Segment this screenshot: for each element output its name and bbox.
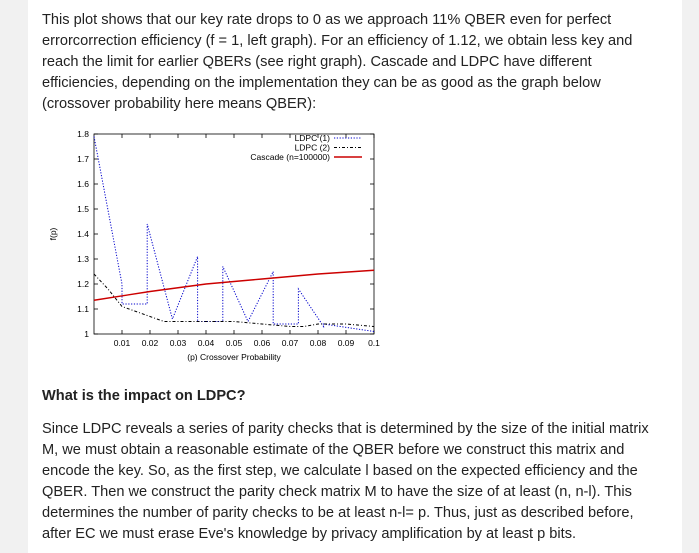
- page: This plot shows that our key rate drops …: [28, 0, 682, 553]
- chart-series: [93, 136, 375, 332]
- y-tick-label: 1.6: [77, 179, 89, 189]
- legend-label-3: Cascade (n=100000): [250, 152, 330, 162]
- y-tick-label: 1: [84, 329, 89, 339]
- series-line-2: [93, 273, 375, 327]
- intro-paragraph: This plot shows that our key rate drops …: [42, 12, 633, 112]
- y-tick-label: 1.4: [77, 229, 89, 239]
- x-tick-label: 0.09: [338, 338, 355, 348]
- chart-ticks: 0.01 0.02 0.03 0.04 0.05 0.06 0.07 0.08 0.09 0.1 1…: [77, 129, 380, 348]
- x-tick-label: 0.04: [198, 338, 215, 348]
- x-tick-label: 0.05: [226, 338, 243, 348]
- y-tick-label: 1.2: [77, 279, 89, 289]
- chart-axes: [93, 133, 375, 335]
- x-tick-label: 0.07: [282, 338, 299, 348]
- chart-legend: LDPC (1)LDPC (2)Cascade (n=100000): [250, 133, 362, 162]
- x-tick-label: 0.02: [142, 338, 159, 348]
- x-tick-label: 0.06: [254, 338, 271, 348]
- plot-frame: [93, 133, 375, 335]
- x-axis-label: (p) Crossover Probability: [187, 352, 281, 362]
- efficiency-chart: 0.01 0.02 0.03 0.04 0.05 0.06 0.07 0.08 0.09 0.1 1…: [42, 127, 382, 372]
- series-line-1: [93, 136, 375, 332]
- x-tick-label: 0.03: [170, 338, 187, 348]
- legend-label-2: LDPC (2): [295, 143, 331, 153]
- y-axis-label: f(p): [48, 227, 58, 240]
- chart-svg: 0.01 0.02 0.03 0.04 0.05 0.06 0.07 0.08 0.09 0.1 1…: [48, 129, 380, 362]
- body-paragraph: Since LDPC reveals a series of parity ch…: [42, 421, 649, 542]
- y-tick-label: 1.1: [77, 304, 89, 314]
- x-tick-label: 0.1: [368, 338, 380, 348]
- y-tick-label: 1.3: [77, 254, 89, 264]
- x-tick-label: 0.08: [310, 338, 327, 348]
- y-tick-label: 1.8: [77, 129, 89, 139]
- series-line-3: [93, 269, 375, 301]
- y-tick-label: 1.5: [77, 204, 89, 214]
- x-tick-label: 0.01: [114, 338, 131, 348]
- y-tick-label: 1.7: [77, 154, 89, 164]
- section-heading: What is the impact on LDPC?: [42, 388, 246, 404]
- legend-label-1: LDPC (1): [295, 133, 331, 143]
